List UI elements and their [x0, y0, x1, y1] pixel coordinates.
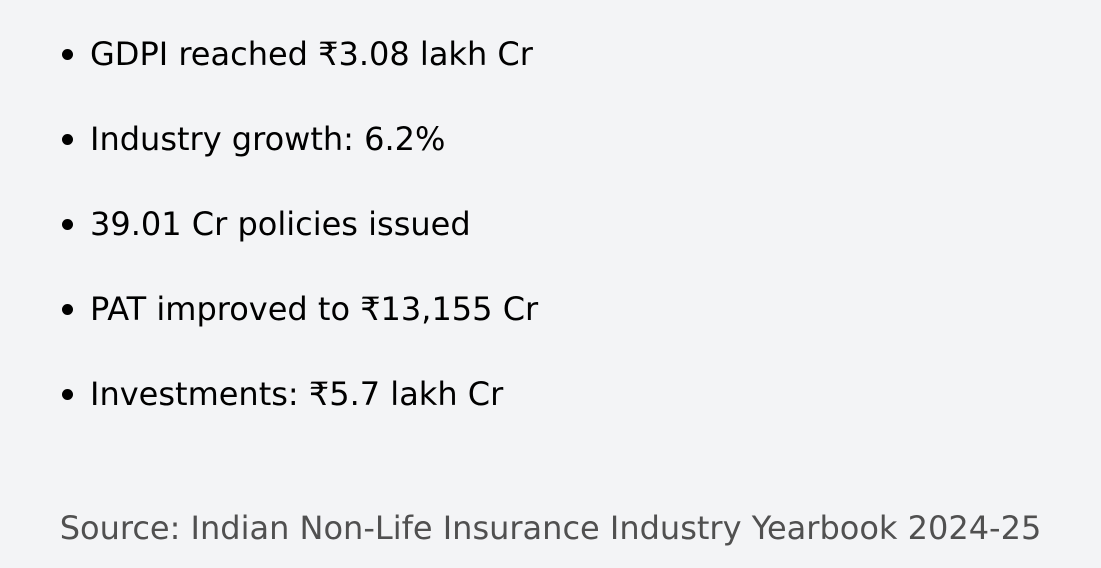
bullet-item: PAT improved to ₹13,155 Cr [62, 289, 539, 329]
bullet-dot [62, 134, 73, 145]
bullet-text: PAT improved to ₹13,155 Cr [90, 290, 539, 328]
bullet-item: 39.01 Cr policies issued [62, 204, 471, 244]
bullet-dot [62, 49, 73, 60]
bullet-dot [62, 219, 73, 230]
bullet-item: Investments: ₹5.7 lakh Cr [62, 374, 504, 414]
bullet-dot [62, 304, 73, 315]
bullet-dot [62, 389, 73, 400]
bullet-text: Investments: ₹5.7 lakh Cr [90, 375, 504, 413]
bullet-text: Industry growth: 6.2% [90, 120, 446, 158]
bullet-text: 39.01 Cr policies issued [90, 205, 471, 243]
bullet-item: Industry growth: 6.2% [62, 119, 446, 159]
bullet-item: GDPI reached ₹3.08 lakh Cr [62, 34, 533, 74]
bullet-text: GDPI reached ₹3.08 lakh Cr [90, 35, 533, 73]
source-note: Source: Indian Non-Life Insurance Indust… [59, 509, 1042, 547]
